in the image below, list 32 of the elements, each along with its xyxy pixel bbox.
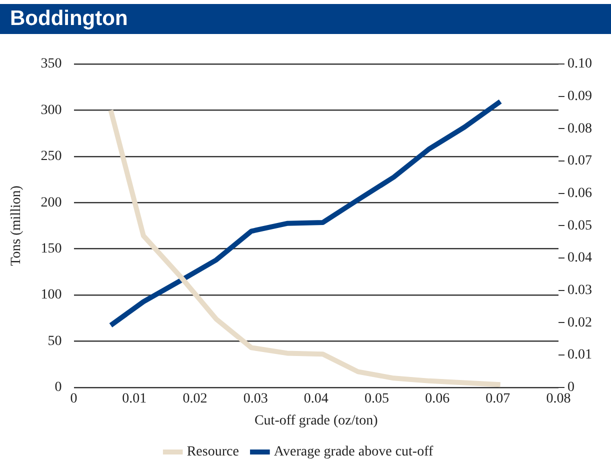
y2-tick-label: 0.09 <box>568 89 592 104</box>
x-axis-title: Cut-off grade (oz/ton) <box>254 413 378 428</box>
x-tick-label: 0.08 <box>546 391 571 406</box>
x-tick-label: 0.06 <box>425 391 450 406</box>
y2-tick-label: 0.10 <box>568 56 592 72</box>
legend-label: Average grade above cut-off <box>274 444 434 460</box>
y-tick-label: 100 <box>40 288 62 303</box>
y-tick-label: 250 <box>40 149 62 164</box>
x-tick-label: 0.05 <box>364 391 389 406</box>
y2-tick-label: 0.05 <box>568 218 592 234</box>
x-tick-label: 0.01 <box>122 391 147 406</box>
x-tick-label: 0.04 <box>304 391 328 406</box>
y2-tick-label: 0.06 <box>568 186 592 202</box>
y2-tick-label: 0.07 <box>568 154 592 169</box>
y-axis-title: Tons (million) <box>9 185 24 266</box>
legend-label: Resource <box>186 444 239 460</box>
y-tick-label: 300 <box>40 102 62 118</box>
x-tick-label: 0.07 <box>486 391 510 406</box>
x-tick-label: 0.02 <box>182 391 208 406</box>
y-tick-label: 0 <box>54 380 62 396</box>
chart-title: Boddington <box>0 4 611 34</box>
y2-tick-label: 0.02 <box>568 315 592 330</box>
y-tick-label: 150 <box>40 241 62 256</box>
y2-tick-label: 0.01 <box>568 348 592 363</box>
y2-tick-label: 0.04 <box>568 250 592 266</box>
x-tick-label: 0 <box>70 391 78 406</box>
y2-tick-label: 0.03 <box>568 283 592 298</box>
y-tick-label: 350 <box>40 56 62 72</box>
y-tick-label: 50 <box>48 334 62 349</box>
y2-tick-label: 0.08 <box>568 121 592 136</box>
x-tick-label: 0.03 <box>243 391 268 406</box>
y-tick-label: 200 <box>40 195 62 210</box>
